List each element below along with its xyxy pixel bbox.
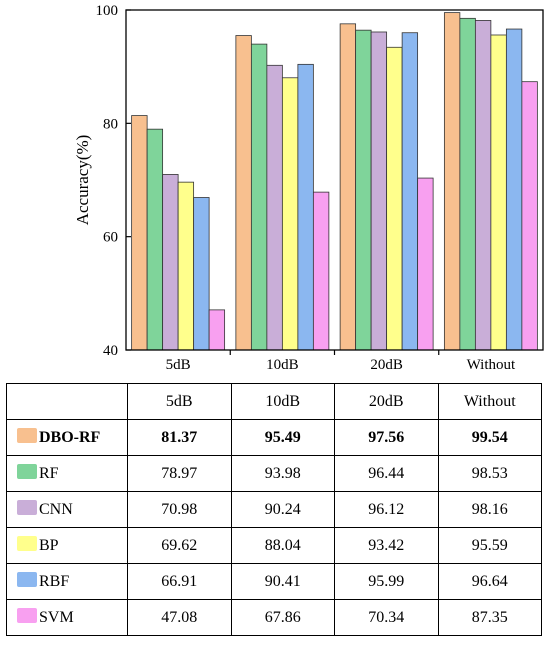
table-row: DBO-RF 81.37 95.49 97.56 99.54 xyxy=(6,419,542,456)
bar-rbf-5db xyxy=(193,197,210,351)
results-table: 5dB 10dB 20dB Without DBO-RF 81.37 95.49 97… xyxy=(6,383,542,636)
accuracy-bar-chart: 40 60 80 100 5dB 10dB 20dB Without Accuracy(%) xyxy=(73,3,544,373)
bar-svm-10db xyxy=(312,191,330,351)
bar-rbf-10db xyxy=(297,63,314,351)
value-cell: 93.42 xyxy=(334,527,439,564)
bar-bp-20db xyxy=(386,46,403,351)
row-label-cell: SVM xyxy=(6,599,128,636)
legend-swatch xyxy=(17,572,37,587)
legend-swatch xyxy=(17,608,37,623)
value-cell: 90.41 xyxy=(230,563,335,600)
row-label-cell: DBO-RF xyxy=(6,419,128,456)
table-header-cell: 5dB xyxy=(127,383,232,420)
bar-cnn-5db xyxy=(162,174,179,351)
value-cell: 96.64 xyxy=(437,563,542,600)
x-tick-label: 5dB xyxy=(166,357,191,373)
axes: 40 60 80 100 5dB 10dB 20dB Without xyxy=(96,3,544,373)
row-label-cell: BP xyxy=(6,527,128,564)
value-cell: 97.56 xyxy=(334,419,439,456)
value-cell: 95.49 xyxy=(230,419,335,456)
value-cell: 69.62 xyxy=(127,527,232,564)
value-cell: 95.99 xyxy=(334,563,439,600)
bar-rf-5db xyxy=(146,128,164,351)
value-cell: 47.08 xyxy=(127,599,232,636)
x-tick-label: 20dB xyxy=(370,357,403,373)
row-label: SVM xyxy=(39,609,74,626)
legend-swatch xyxy=(17,500,37,515)
table-row: RF 78.97 93.98 96.44 98.53 xyxy=(6,455,542,492)
value-cell: 93.98 xyxy=(230,455,335,492)
x-tick-label: 10dB xyxy=(266,357,299,373)
bar-rbf-without xyxy=(505,28,523,351)
value-cell: 70.98 xyxy=(127,491,232,528)
x-tick-label: Without xyxy=(467,357,516,373)
table-header-cell: 20dB xyxy=(334,383,439,420)
value-cell: 78.97 xyxy=(127,455,232,492)
y-tick-label: 40 xyxy=(103,343,118,359)
value-cell: 81.37 xyxy=(127,419,232,456)
table-row: RBF 66.91 90.41 95.99 96.64 xyxy=(6,563,542,600)
value-cell: 95.59 xyxy=(437,527,542,564)
bar-dbo-rf-10db xyxy=(235,35,252,351)
y-tick-label: 80 xyxy=(103,116,118,132)
legend-swatch xyxy=(17,464,37,479)
value-cell: 87.35 xyxy=(437,599,542,636)
value-cell: 96.12 xyxy=(334,491,439,528)
value-cell: 96.44 xyxy=(334,455,439,492)
row-label: RF xyxy=(39,465,59,482)
table-header-cell xyxy=(6,383,128,420)
value-cell: 98.53 xyxy=(437,455,542,492)
bar-cnn-without xyxy=(474,20,492,351)
y-tick-label: 100 xyxy=(96,3,119,19)
table-header-cell: Without xyxy=(437,383,542,420)
bar-group xyxy=(131,12,538,351)
legend-swatch xyxy=(17,428,37,443)
row-label-cell: CNN xyxy=(6,491,128,528)
y-axis-label: Accuracy(%) xyxy=(73,135,92,226)
value-cell: 88.04 xyxy=(230,527,335,564)
row-label: CNN xyxy=(39,501,73,518)
table-header-cell: 10dB xyxy=(230,383,335,420)
row-label-cell: RF xyxy=(6,455,128,492)
bar-dbo-rf-without xyxy=(443,12,461,351)
bar-rf-10db xyxy=(250,43,268,351)
bar-cnn-20db xyxy=(370,31,388,351)
table-row: BP 69.62 88.04 93.42 95.59 xyxy=(6,527,542,564)
row-label: BP xyxy=(39,537,59,554)
bar-svm-without xyxy=(521,81,538,351)
legend-swatch xyxy=(17,536,37,551)
table-row: SVM 47.08 67.86 70.34 87.35 xyxy=(6,599,542,636)
row-label: DBO-RF xyxy=(39,429,101,446)
bar-rf-without xyxy=(459,17,476,351)
bar-svm-5db xyxy=(208,309,226,351)
value-cell: 70.34 xyxy=(334,599,439,636)
bar-dbo-rf-20db xyxy=(339,23,357,351)
row-label: RBF xyxy=(39,573,70,590)
bar-rbf-20db xyxy=(401,32,419,351)
row-label-cell: RBF xyxy=(6,563,128,600)
value-cell: 66.91 xyxy=(127,563,232,600)
bar-svm-20db xyxy=(417,177,434,351)
table-header-row: 5dB 10dB 20dB Without xyxy=(6,383,542,420)
value-cell: 90.24 xyxy=(230,491,335,528)
table-row: CNN 70.98 90.24 96.12 98.16 xyxy=(6,491,542,528)
value-cell: 99.54 xyxy=(437,419,542,456)
bar-bp-5db xyxy=(177,181,195,351)
value-cell: 67.86 xyxy=(230,599,335,636)
bar-dbo-rf-5db xyxy=(131,115,148,351)
bar-cnn-10db xyxy=(266,64,283,351)
bar-bp-without xyxy=(490,34,507,351)
bar-bp-10db xyxy=(281,77,299,351)
y-tick-label: 60 xyxy=(103,230,118,246)
value-cell: 98.16 xyxy=(437,491,542,528)
bar-rf-20db xyxy=(355,29,372,351)
